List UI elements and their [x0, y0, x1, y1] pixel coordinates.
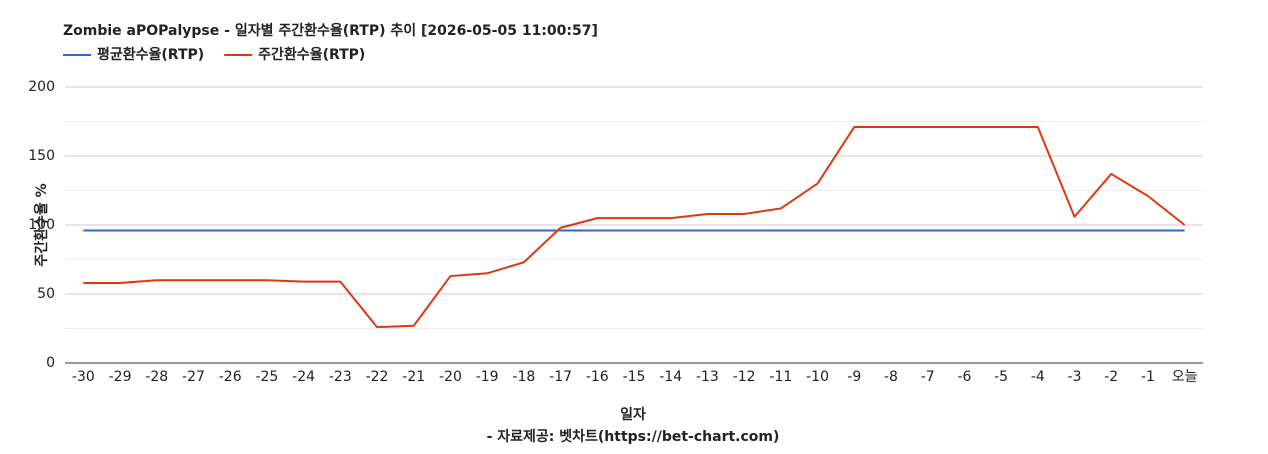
- x-tick-label: -26: [219, 369, 242, 385]
- x-tick-label: -30: [72, 369, 95, 385]
- x-tick-label: -27: [182, 369, 205, 385]
- x-tick-label: -23: [329, 369, 352, 385]
- x-tick-label: -15: [623, 369, 646, 385]
- x-tick-label: -19: [476, 369, 499, 385]
- x-tick-label: -2: [1104, 369, 1118, 385]
- chart-title: Zombie aPOPalypse - 일자별 주간환수율(RTP) 추이 [2…: [63, 22, 598, 39]
- x-tick-label: -11: [769, 369, 792, 385]
- x-tick-label: -12: [733, 369, 756, 385]
- y-tick-label: 100: [28, 217, 55, 233]
- source-note: - 자료제공: 벳차트(https://bet-chart.com): [487, 428, 780, 445]
- x-axis-title: 일자: [620, 407, 646, 423]
- x-tick-label: -9: [847, 369, 861, 385]
- x-tick-label: -20: [439, 369, 462, 385]
- x-tick-label: -1: [1141, 369, 1155, 385]
- x-tick-label: -16: [586, 369, 609, 385]
- x-tick-label: -14: [659, 369, 682, 385]
- x-tick-label: -3: [1068, 369, 1082, 385]
- x-tick-label: -24: [292, 369, 315, 385]
- x-tick-label: -28: [145, 369, 168, 385]
- y-tick-label: 200: [28, 79, 55, 95]
- y-tick-label: 50: [37, 286, 55, 302]
- x-tick-label: -21: [402, 369, 425, 385]
- series-line: [83, 126, 1186, 329]
- x-tick-label: -25: [255, 369, 278, 385]
- x-tick-label: -5: [994, 369, 1008, 385]
- x-tick-label: -10: [806, 369, 829, 385]
- x-tick-label: -17: [549, 369, 572, 385]
- x-tick-label: -18: [512, 369, 535, 385]
- x-tick-label: 오늘: [1172, 369, 1198, 385]
- y-tick-label: 150: [28, 148, 55, 164]
- y-axis-title: 주간환수율 %: [33, 183, 50, 266]
- x-tick-label: -29: [109, 369, 132, 385]
- x-tick-label: -6: [957, 369, 971, 385]
- x-tick-label: -4: [1031, 369, 1045, 385]
- x-tick-label: -22: [366, 369, 389, 385]
- y-tick-label: 0: [46, 355, 55, 371]
- x-tick-label: -7: [921, 369, 935, 385]
- legend-label: 주간환수율(RTP): [258, 46, 365, 63]
- x-tick-label: -8: [884, 369, 898, 385]
- legend-label: 평균환수율(RTP): [97, 46, 204, 63]
- x-tick-label: -13: [696, 369, 719, 385]
